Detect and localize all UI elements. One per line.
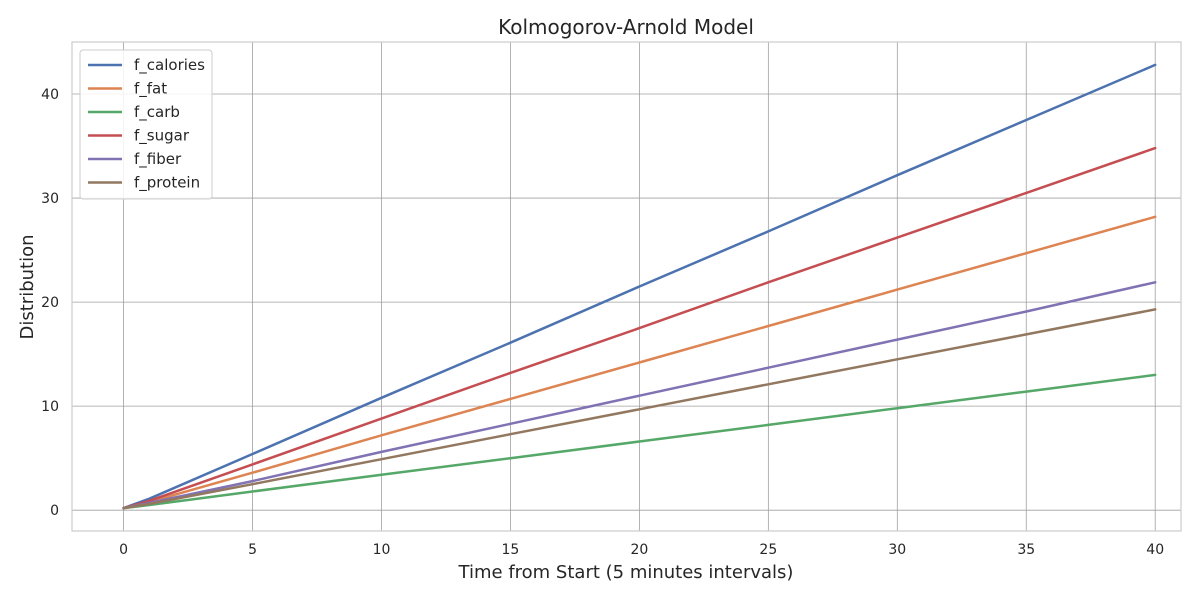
series-line-f-calories	[122, 63, 1157, 510]
x-tick-label: 0	[119, 542, 128, 558]
legend-entry-label: f_fiber	[134, 150, 182, 169]
series-line-f-carb	[122, 373, 1157, 510]
x-tick-label: 10	[373, 542, 391, 558]
x-tick-label: 30	[888, 542, 906, 558]
x-tick-label: 35	[1017, 542, 1035, 558]
y-tick-label: 20	[41, 295, 59, 311]
x-axis-label: Time from Start (5 minutes intervals)	[458, 562, 794, 583]
series-line-f-protein	[122, 308, 1157, 510]
series-line-f-fat	[122, 215, 1157, 510]
legend-entry-label: f_sugar	[134, 127, 190, 146]
plot-frame	[71, 41, 1182, 532]
x-tick-label: 25	[759, 542, 777, 558]
legend-entry-label: f_protein	[134, 174, 200, 193]
x-tick-label: 20	[630, 542, 648, 558]
y-tick-label: 0	[50, 503, 59, 519]
x-tick-label: 5	[248, 542, 257, 558]
legend-entry-label: f_fat	[134, 80, 167, 99]
y-tick-label: 30	[41, 191, 59, 207]
tick-labels: 0 5 10 15 20 25 30 35 40 0 10 20 30 40	[41, 87, 1164, 558]
series-line-f-fiber	[122, 281, 1157, 510]
y-tick-label: 40	[41, 87, 59, 103]
chart-title: Kolmogorov-Arnold Model	[498, 15, 754, 39]
x-tick-label: 40	[1146, 542, 1164, 558]
legend-entry-label: f_calories	[134, 56, 205, 75]
grid	[72, 42, 1181, 531]
series-lines	[122, 63, 1157, 510]
y-axis-label: Distribution	[17, 234, 38, 339]
legend: f_calories f_fat f_carb f_sugar f_fiber f_pro…	[79, 49, 213, 200]
legend-entry-label: f_carb	[134, 103, 180, 122]
series-line-f-sugar	[122, 146, 1157, 510]
y-tick-label: 10	[41, 399, 59, 415]
x-tick-label: 15	[502, 542, 520, 558]
